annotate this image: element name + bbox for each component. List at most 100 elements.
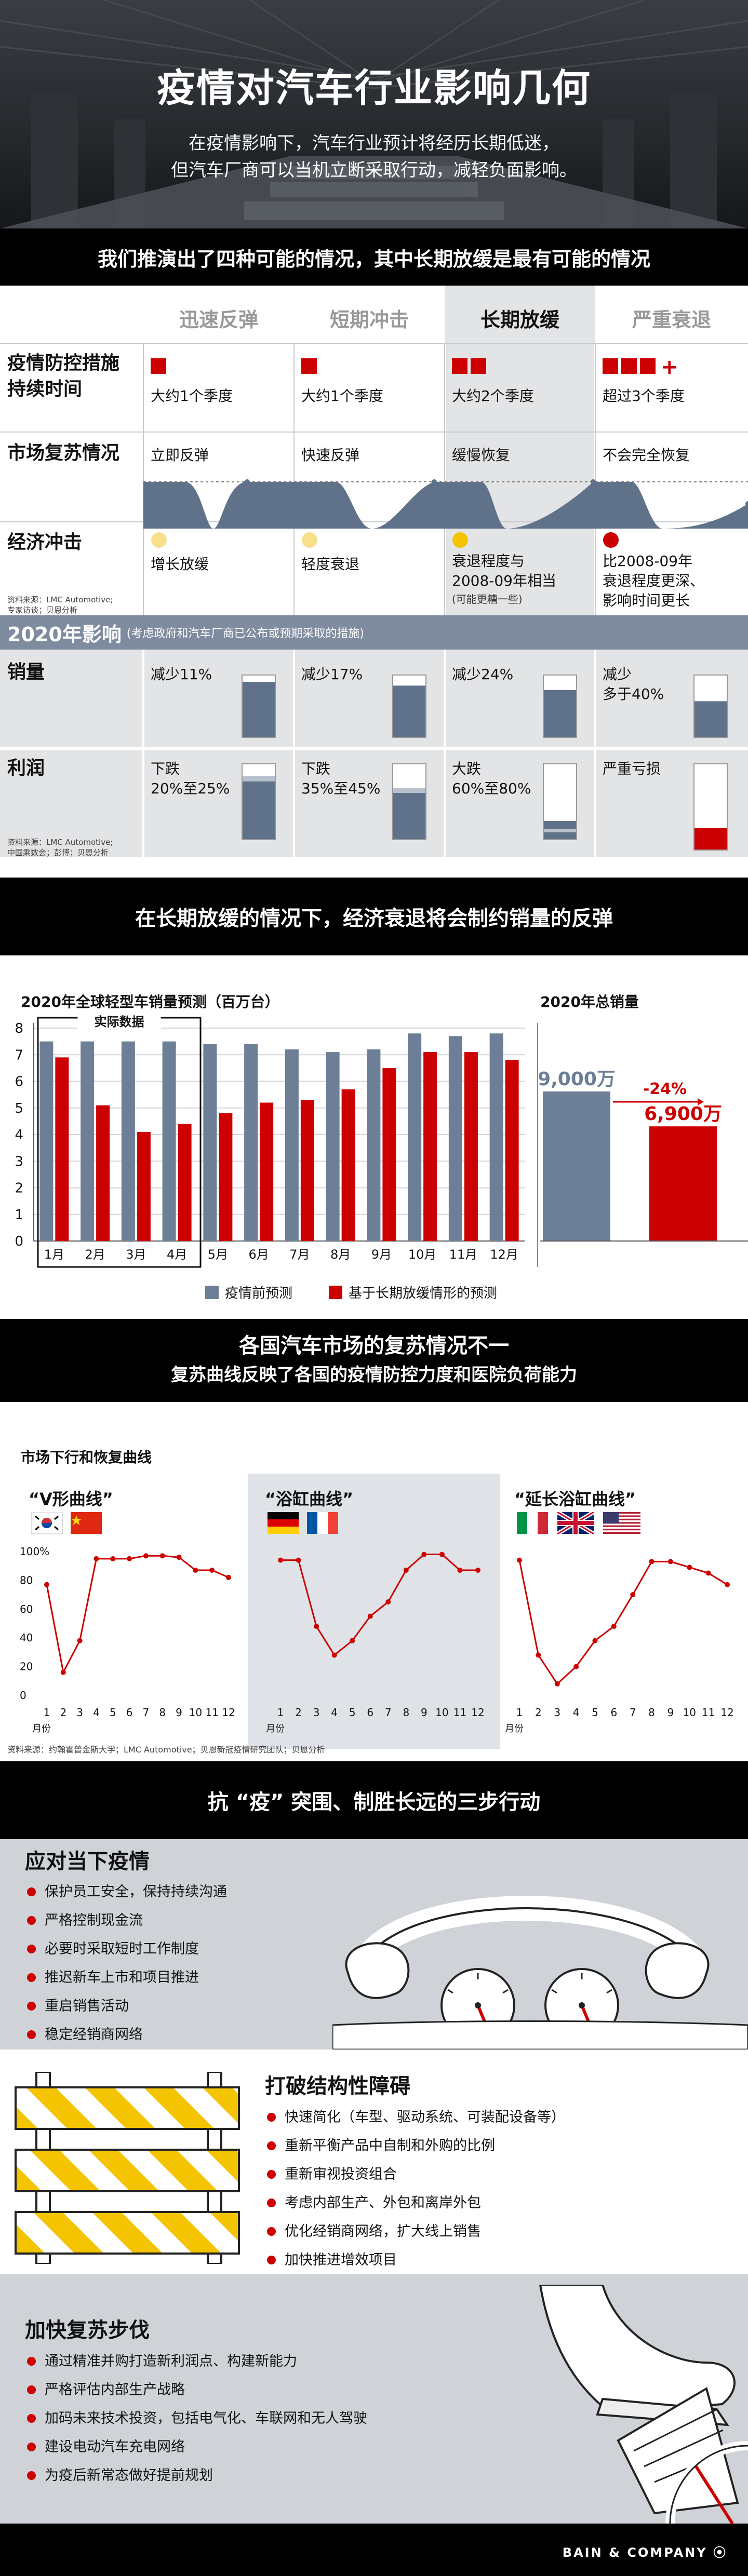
recovery-x-tick: 8 — [648, 1706, 655, 1719]
step3-bullet: 严格评估内部生产战略 — [25, 2376, 367, 2404]
recovery-point — [649, 1559, 654, 1565]
economy-dot-1 — [151, 532, 167, 548]
bar-slowdown-4 — [178, 1124, 192, 1241]
recovery-y-tick: 60 — [20, 1603, 33, 1615]
economy-cell-4-line3: 影响时间更长 — [603, 592, 690, 609]
bar-precovid-2 — [81, 1041, 95, 1241]
recovery-point — [687, 1565, 692, 1570]
economy-dot-4 — [603, 532, 619, 548]
south-korea-flag — [31, 1512, 63, 1534]
recovery-sparklines — [143, 479, 748, 529]
economy-cell-1: 增长放缓 — [151, 556, 209, 573]
recovery-y-tick: 100% — [20, 1545, 49, 1558]
sales-cell-4-line2: 多于40% — [603, 685, 664, 703]
profit-bar-2 — [393, 793, 425, 839]
recovery-point — [367, 1613, 373, 1619]
quarter-squares-icon — [151, 358, 166, 374]
step2-bullet: 快速简化（车型、驱动系统、可装配设备等） — [265, 2103, 565, 2132]
legend-after-label: 基于长期放缓情形的预测 — [349, 1286, 498, 1301]
recovery-point — [350, 1638, 355, 1643]
recovery-line-3 — [518, 1560, 728, 1685]
recovery-point — [536, 1652, 541, 1658]
recovery-banner: 各国汽车市场的复苏情况不一 复苏曲线反映了各国的疫情防控力度和医院负荷能力 — [0, 1319, 748, 1402]
recovery-point — [725, 1582, 730, 1587]
step3-bullet: 建设电动汽车充电网络 — [25, 2433, 367, 2461]
profit-cell-1-line1: 下跌 — [151, 760, 180, 777]
measures-squares-4: + — [603, 357, 678, 377]
source-note-2-line2: 中国乘数会；彭博；贝恩分析 — [7, 848, 109, 857]
economy-cell-3-line1: 衰退程度与 — [452, 552, 525, 570]
recovery-cell-3: 缓慢恢复 — [452, 447, 511, 464]
actual-data-label: 实际数据 — [95, 1015, 144, 1029]
recovery-point — [60, 1669, 66, 1675]
roadblock-barrier-illustration — [15, 2072, 240, 2264]
step1-bullet: 推迟新车上市和项目推进 — [25, 1963, 227, 1992]
recovery-x-tick: 10 — [683, 1706, 696, 1719]
recovery-point — [193, 1568, 198, 1573]
panel-label-v: “V形曲线” — [29, 1489, 113, 1509]
recovery-x-tick: 7 — [385, 1706, 392, 1719]
recovery-point — [630, 1592, 636, 1598]
recovery-y-tick: 80 — [20, 1574, 33, 1586]
legend-swatch-slate — [205, 1285, 219, 1299]
footer: BAIN & COMPANY ⦿ — [0, 2524, 748, 2576]
recovery-cell-4: 不会完全恢复 — [603, 447, 690, 464]
bar-slowdown-7 — [300, 1100, 314, 1241]
france-flag — [307, 1512, 338, 1534]
profit-cell-1: 下跌 20%至25% — [151, 759, 230, 799]
recovery-x-tick: 3 — [313, 1706, 320, 1719]
uk-flag — [556, 1512, 595, 1536]
usa-flag — [603, 1512, 640, 1534]
recovery-x-tick: 3 — [76, 1706, 83, 1719]
bar-slowdown-12 — [505, 1060, 519, 1241]
recovery-chart-title: 市场下行和恢复曲线 — [21, 1449, 152, 1466]
sales-bar-3 — [544, 690, 576, 737]
recovery-point — [573, 1664, 579, 1669]
step2-title: 打破结构性障碍 — [265, 2074, 410, 2098]
x-tick-label: 5月 — [208, 1247, 228, 1262]
recovery-x-tick: 4 — [331, 1706, 338, 1719]
measures-squares-1 — [151, 358, 171, 378]
quarter-squares-icon — [452, 358, 486, 374]
sparkline-long-slowdown — [445, 482, 595, 529]
actual-data-label-bg — [77, 1013, 161, 1031]
recovery-x-unit: 月份 — [505, 1723, 524, 1734]
recovery-x-tick: 9 — [176, 1706, 182, 1719]
sales-cell-1: 减少11% — [151, 666, 212, 683]
sales-bar-1 — [243, 682, 275, 737]
hero-subtitle-line2: 但汽车厂商可以当机立断采取行动，减轻负面影响。 — [171, 160, 577, 181]
recovery-x-tick: 5 — [110, 1706, 116, 1719]
recovery-x-tick: 2 — [535, 1706, 542, 1719]
y-tick-label: 8 — [15, 1021, 23, 1036]
recovery-y-tick: 20 — [20, 1661, 33, 1673]
row-label-economy: 经济冲击 — [7, 532, 83, 553]
recovery-point — [94, 1556, 99, 1561]
panel-label-extended: “延长浴缸曲线” — [514, 1489, 636, 1509]
recovery-point — [439, 1552, 445, 1557]
recovery-x-tick: 3 — [554, 1706, 560, 1719]
impact-note: (考虑政府和汽车厂商已公布或预期采取的措施) — [126, 627, 364, 640]
sales-chart-title: 2020年全球轻型车销量预测（百万台） — [21, 993, 279, 1010]
recovery-x-tick: 4 — [93, 1706, 100, 1719]
sparkline-quick-rebound — [143, 482, 294, 529]
x-tick-label: 1月 — [44, 1247, 64, 1262]
change-label: -24% — [643, 1080, 687, 1098]
measures-cell-1: 大约1个季度 — [151, 387, 233, 404]
profit-cell-3: 大跌 60%至80% — [452, 759, 531, 799]
recovery-x-tick: 6 — [126, 1706, 133, 1719]
x-tick-label: 4月 — [167, 1247, 187, 1262]
recovery-point — [667, 1559, 673, 1565]
total-bar-slowdown — [649, 1126, 717, 1241]
y-tick-label: 3 — [15, 1154, 23, 1169]
recovery-point — [143, 1553, 149, 1559]
recovery-x-tick: 1 — [516, 1706, 523, 1719]
bar-precovid-12 — [489, 1033, 503, 1241]
bar-slowdown-5 — [219, 1113, 233, 1241]
recovery-point — [421, 1552, 427, 1557]
profit-bar-1 — [243, 781, 275, 839]
recovery-banner-line1: 各国汽车市场的复苏情况不一 — [239, 1334, 509, 1358]
profit-cell-4: 严重亏损 — [603, 760, 661, 777]
y-tick-label: 1 — [15, 1207, 23, 1223]
sales-bars — [242, 675, 728, 738]
